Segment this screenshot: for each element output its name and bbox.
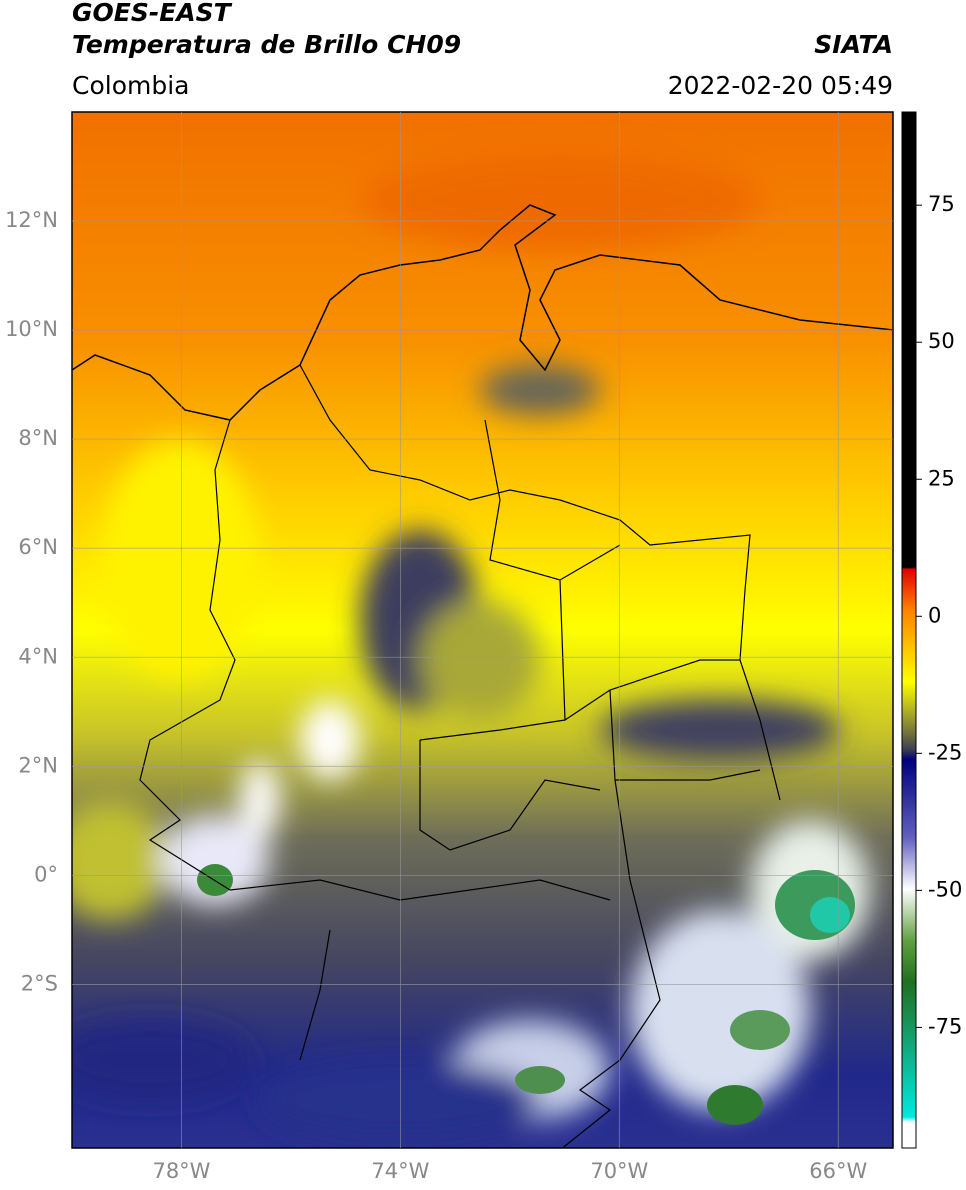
y-tick-label: 12°N (5, 208, 58, 232)
colorbar-tick-label: 25 (928, 466, 955, 490)
colorbar-tick-label: 0 (928, 603, 941, 627)
satellite-image (72, 112, 893, 1148)
y-tick-label: 2°S (21, 971, 58, 995)
x-tick-label: 74°W (371, 1159, 429, 1183)
colorbar-tick-label: 50 (928, 329, 955, 353)
y-tick-label: 2°N (18, 753, 58, 777)
colorbar-tick-label: -50 (928, 877, 962, 901)
source: SIATA (814, 30, 893, 59)
colorbar-tick-label: 75 (928, 192, 955, 216)
colorbar-tick-label: -25 (928, 740, 962, 764)
datetime: 2022-02-20 05:49 (668, 71, 893, 100)
region: Colombia (72, 71, 189, 100)
title: GOES-EAST (72, 0, 233, 27)
y-tick-label: 0° (34, 862, 58, 886)
colorbar-tick-label: -75 (928, 1014, 962, 1038)
y-tick-label: 6°N (18, 535, 58, 559)
y-tick-label: 4°N (18, 644, 58, 668)
x-tick-label: 78°W (152, 1159, 210, 1183)
x-tick-label: 66°W (809, 1159, 867, 1183)
subtitle: Temperatura de Brillo CH09 (72, 30, 461, 59)
y-tick-label: 10°N (5, 317, 58, 341)
x-tick-label: 70°W (590, 1159, 648, 1183)
colorbar (901, 111, 917, 1149)
map-frame (71, 111, 894, 1149)
y-tick-label: 8°N (18, 426, 58, 450)
